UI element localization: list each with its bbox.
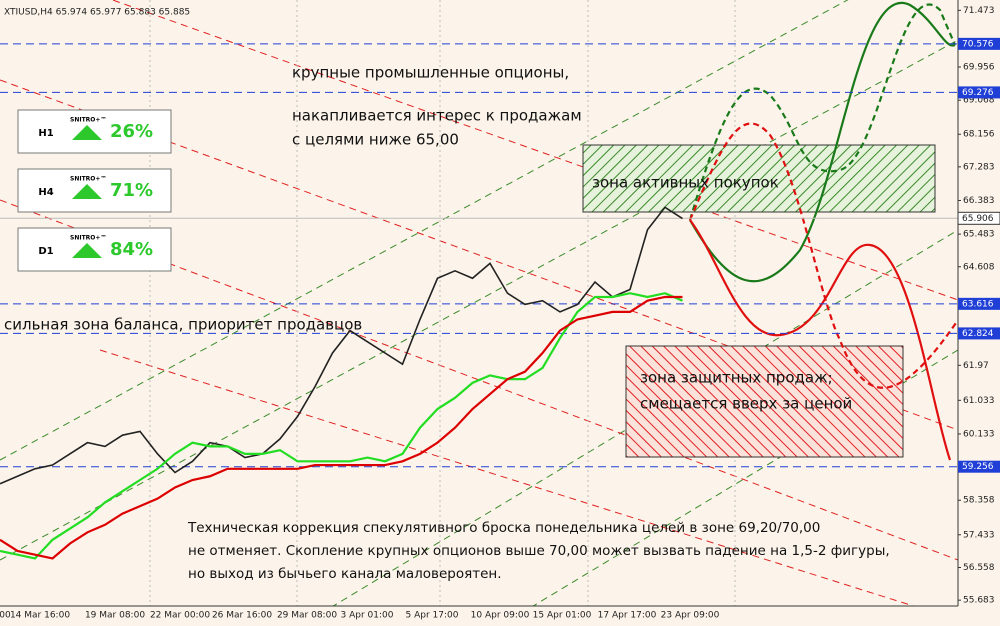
x-tick-label: 00 [0, 611, 11, 621]
indicator-label: SNITRO+™ [70, 235, 106, 242]
indicator-arrow [72, 125, 102, 140]
indicator-arrow [72, 184, 102, 199]
forecast [688, 1, 959, 461]
indicator: SNITRO+™ D1 84% [17, 227, 172, 272]
annotation: смещается вверх за ценой [640, 395, 852, 413]
indicator-value: 26% [110, 121, 153, 142]
x-tick-label: 17 Apr 17:00 [598, 611, 657, 621]
level-label: 63.616 [962, 299, 994, 309]
level-label: 70.576 [962, 39, 994, 49]
x-tick-label: 29 Mar 08:00 [277, 611, 337, 621]
channels [0, 0, 959, 626]
y-tick-label: 58.358 [963, 496, 995, 506]
vertical-grid [149, 0, 736, 606]
level-label-bg [958, 37, 1000, 50]
indicator: SNITRO+™ H4 71% [17, 168, 172, 213]
x-tick-label: 22 Mar 00:00 [150, 611, 210, 621]
y-tick-label: 61.033 [963, 396, 995, 406]
indicator-value: 71% [110, 180, 153, 201]
current-price-bg [957, 211, 1000, 225]
y-tick-label: 60.133 [963, 429, 995, 439]
level-label: 62.824 [962, 329, 994, 339]
level-label: 59.256 [962, 462, 994, 472]
x-tick-label: 15 Apr 01:00 [533, 611, 592, 621]
y-tick-label: 69.068 [963, 96, 995, 106]
annotation: не отменяет. Скопление крупных опционов … [188, 543, 890, 559]
indicator-label: SNITRO+™ [70, 117, 106, 124]
annotation: сильная зона баланса, приоритет продавцо… [4, 316, 362, 334]
annotation: Техническая коррекция спекулятивного бро… [187, 520, 820, 536]
indicator-timeframe: H4 [38, 187, 53, 198]
series-line [0, 295, 683, 560]
x-tick-label: 5 Apr 17:00 [406, 611, 459, 621]
y-tick-label: 66.383 [963, 196, 995, 206]
chart-title: XTIUSD,H4 65.974 65.977 65.883 65.885 [4, 8, 190, 18]
indicator-arrow [72, 243, 102, 258]
x-tick-label: 26 Mar 16:00 [212, 611, 272, 621]
x-axis [0, 606, 958, 626]
x-tick-label: 23 Apr 09:00 [661, 611, 720, 621]
current-price-label: 65.906 [962, 214, 994, 224]
level-label-bg [958, 297, 1000, 310]
indicator-value: 84% [110, 239, 153, 260]
y-tick-label: 65.483 [963, 230, 995, 240]
y-tick-label: 56.558 [963, 563, 995, 573]
annotation: но выход из бычьего канала маловероятен. [188, 566, 502, 582]
indicator-label: SNITRO+™ [70, 176, 106, 183]
y-tick-label: 64.608 [963, 262, 995, 272]
indicator-timeframe: H1 [38, 128, 53, 139]
y-tick-label: 55.683 [963, 596, 995, 606]
level-label-bg [958, 327, 1000, 340]
x-tick-label: 3 Apr 01:00 [341, 611, 394, 621]
indicator-box [17, 109, 172, 154]
annotation: с целями ниже 65,00 [292, 131, 459, 149]
x-tick-label: 10 Apr 09:00 [471, 611, 530, 621]
y-tick-label: 61.97 [963, 361, 989, 371]
indicator-timeframe: D1 [38, 246, 53, 257]
annotation: крупные промышленные опционы, [292, 64, 569, 82]
annotation: зона активных покупок [592, 174, 779, 192]
y-tick-label: 69.956 [963, 63, 995, 73]
x-tick-label: 14 Mar 16:00 [10, 611, 70, 621]
x-tick-label: 19 Mar 08:00 [85, 611, 145, 621]
level-label-bg [958, 460, 1000, 473]
series-line [0, 206, 683, 485]
buy-zone [582, 144, 936, 213]
indicator: SNITRO+™ H1 26% [17, 109, 172, 154]
annotation: накапливается интерес к продажам [292, 107, 582, 125]
indicator-box [17, 168, 172, 213]
y-tick-label: 68.156 [963, 130, 995, 140]
y-tick-label: 57.433 [963, 530, 995, 540]
y-tick-label: 67.283 [963, 162, 995, 172]
level-label-bg [958, 86, 1000, 99]
indicator-box [17, 227, 172, 272]
sell-zone [625, 345, 904, 458]
level-label: 69.276 [962, 88, 994, 98]
annotation: зона защитных продаж; [640, 369, 833, 387]
y-tick-label: 71.473 [963, 6, 995, 16]
